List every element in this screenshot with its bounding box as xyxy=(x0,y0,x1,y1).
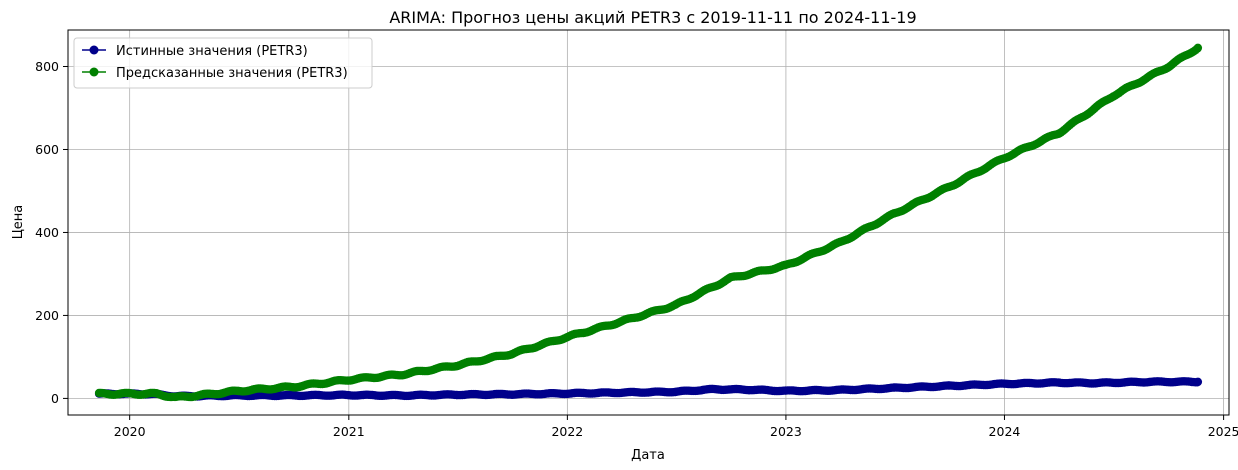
x-tick-label: 2025 xyxy=(1208,424,1238,439)
y-tick-label: 800 xyxy=(35,59,59,74)
chart-title: ARIMA: Прогноз цены акций PETR3 с 2019-1… xyxy=(389,8,916,27)
legend-true-marker xyxy=(89,45,99,55)
x-tick-label: 2024 xyxy=(989,424,1021,439)
y-tick-label: 400 xyxy=(35,225,59,240)
series-layer xyxy=(94,43,1203,402)
x-axis-label: Дата xyxy=(631,448,665,463)
x-axis-ticks: 2020 2021 2022 2023 2024 2025 xyxy=(114,415,1238,439)
data-point xyxy=(1193,377,1203,386)
plot-frame xyxy=(67,29,1230,416)
legend: Истинные значения (PETR3) Предсказанные … xyxy=(73,37,373,89)
x-tick-label: 2023 xyxy=(770,424,802,439)
y-tick-label: 0 xyxy=(51,391,59,406)
legend-predicted-marker xyxy=(89,67,99,77)
y-tick-label: 200 xyxy=(35,308,59,323)
x-tick-label: 2020 xyxy=(114,424,146,439)
x-tick-label: 2021 xyxy=(333,424,365,439)
legend-true-label: Истинные значения (PETR3) xyxy=(116,44,308,59)
y-tick-label: 600 xyxy=(35,142,59,157)
series-line xyxy=(99,47,1199,398)
y-axis-label: Цена xyxy=(11,205,26,240)
x-tick-label: 2022 xyxy=(551,424,583,439)
data-point xyxy=(1193,43,1203,52)
legend-box xyxy=(73,37,373,89)
legend-predicted-label: Предсказанные значения (PETR3) xyxy=(116,66,348,81)
y-axis-ticks: 0 200 400 600 800 xyxy=(35,59,68,406)
